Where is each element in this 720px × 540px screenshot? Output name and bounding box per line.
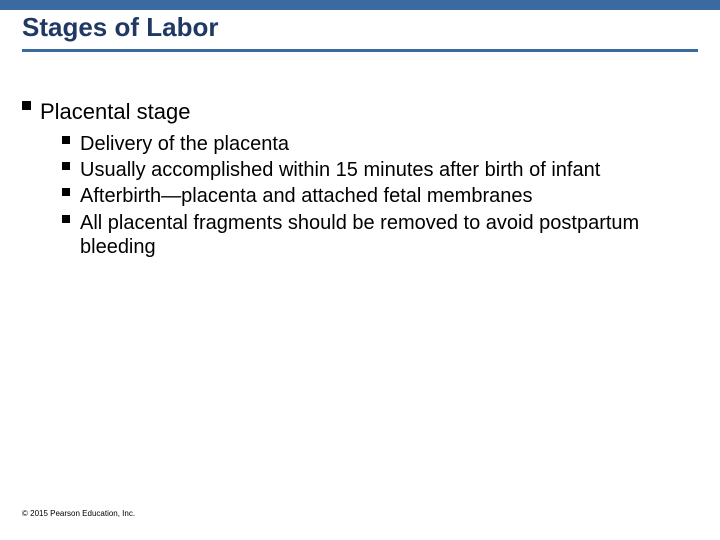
title-underline — [22, 49, 698, 52]
square-bullet-icon — [62, 136, 70, 144]
copyright-text: © 2015 Pearson Education, Inc. — [22, 509, 135, 518]
title-region: Stages of Labor — [22, 12, 698, 52]
top-accent-bar — [0, 0, 720, 10]
slide: Stages of Labor Placental stage Delivery… — [0, 0, 720, 540]
bullet-level2-list: Delivery of the placenta Usually accompl… — [22, 132, 698, 260]
bullet-level1-text: Placental stage — [40, 99, 190, 124]
square-bullet-icon — [62, 188, 70, 196]
bullet-level2: Afterbirth—placenta and attached fetal m… — [62, 184, 698, 208]
slide-title: Stages of Labor — [22, 12, 698, 49]
bullet-level1: Placental stage — [22, 98, 698, 126]
content-region: Placental stage Delivery of the placenta… — [22, 98, 698, 261]
square-bullet-icon — [22, 101, 31, 110]
bullet-level2: Usually accomplished within 15 minutes a… — [62, 158, 698, 182]
square-bullet-icon — [62, 215, 70, 223]
bullet-level2-text: All placental fragments should be remove… — [80, 212, 639, 258]
bullet-level2-text: Delivery of the placenta — [80, 133, 289, 155]
bullet-level2-text: Afterbirth—placenta and attached fetal m… — [80, 185, 532, 207]
bullet-level2: Delivery of the placenta — [62, 132, 698, 156]
square-bullet-icon — [62, 162, 70, 170]
bullet-level2: All placental fragments should be remove… — [62, 211, 698, 260]
bullet-level2-text: Usually accomplished within 15 minutes a… — [80, 159, 600, 181]
